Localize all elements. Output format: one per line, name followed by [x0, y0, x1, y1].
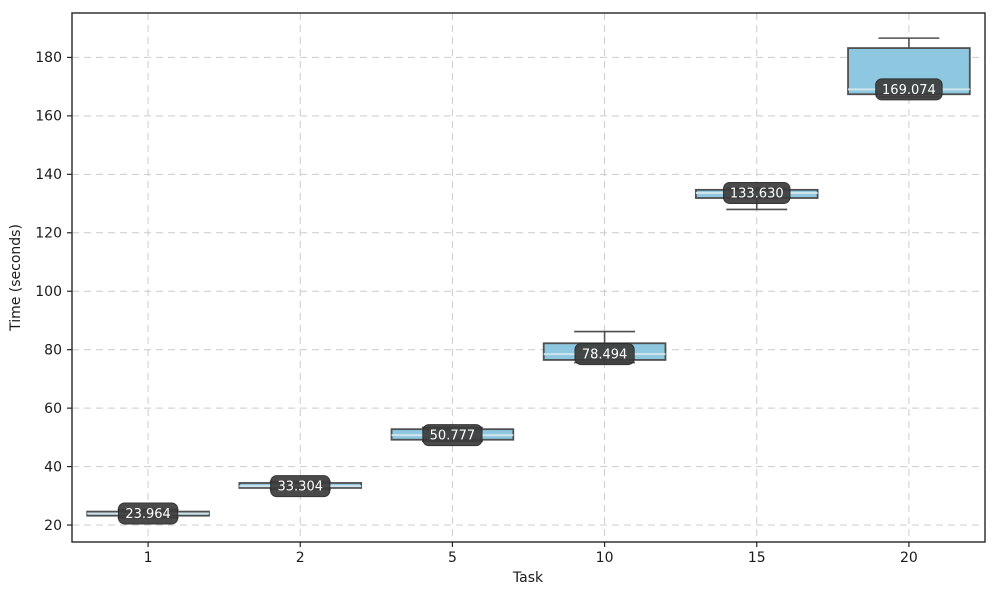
annotation-bubble — [270, 475, 331, 498]
x-tick-label: 10 — [596, 550, 614, 566]
median-annotation-task-2: 33.304 — [270, 475, 331, 498]
annotation-layer: 23.964 33.304 50.777 78.494 133.630 169.074 — [117, 78, 943, 525]
median-annotation-task-10: 78.494 — [574, 343, 635, 366]
y-tick-label: 180 — [35, 50, 62, 66]
annotation-value: 33.304 — [278, 480, 324, 495]
x-axis-label: Task — [512, 570, 544, 586]
y-tick-label: 120 — [35, 226, 62, 242]
y-axis-label: Time (seconds) — [8, 224, 24, 332]
y-tick-label: 20 — [44, 518, 62, 534]
y-tick-label: 140 — [35, 167, 62, 183]
annotation-bubble — [723, 181, 791, 204]
x-tick-label: 2 — [296, 550, 305, 566]
median-annotation-task-1: 23.964 — [117, 502, 179, 525]
median-annotation-task-5: 50.777 — [422, 424, 483, 447]
y-tick-label: 100 — [35, 284, 62, 300]
median-annotation-task-15: 133.630 — [723, 181, 791, 204]
annotation-value: 50.777 — [430, 429, 476, 444]
y-tick-label: 40 — [44, 459, 62, 475]
annotation-value: 78.494 — [582, 348, 628, 363]
x-tick-label: 20 — [900, 550, 918, 566]
y-tick-label: 80 — [44, 342, 62, 358]
x-tick-label: 1 — [144, 550, 153, 566]
annotation-bubble — [875, 78, 943, 101]
annotation-value: 133.630 — [730, 186, 784, 201]
x-tick-label: 5 — [448, 550, 457, 566]
annotation-bubble — [422, 424, 483, 447]
plot-border — [71, 12, 986, 543]
tick-layer: 20 40 60 80 100 120 140 160 180 1 2 5 10 15 20 — [35, 50, 918, 566]
y-tick-label: 160 — [35, 109, 62, 125]
annotation-bubble — [574, 343, 635, 366]
grid-layer — [72, 13, 985, 542]
box-layer — [86, 37, 971, 519]
median-annotation-task-20: 169.074 — [875, 78, 943, 101]
y-tick-label: 60 — [44, 401, 62, 417]
annotation-bubble — [117, 502, 179, 525]
x-tick-label: 15 — [748, 550, 766, 566]
annotation-value: 23.964 — [125, 507, 171, 522]
annotation-value: 169.074 — [882, 83, 936, 98]
